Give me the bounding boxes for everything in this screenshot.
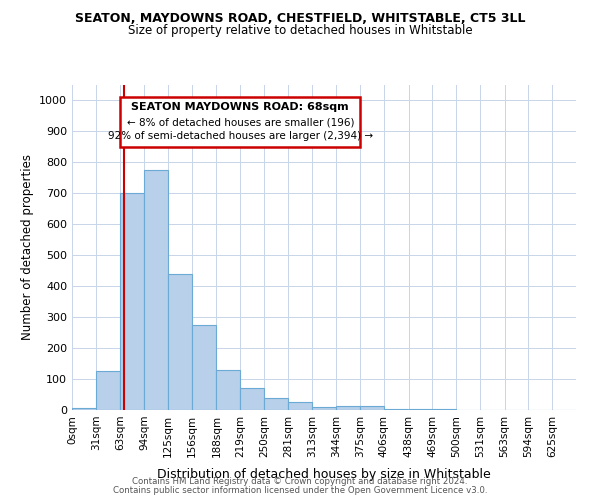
Text: ← 8% of detached houses are smaller (196): ← 8% of detached houses are smaller (196… bbox=[127, 117, 354, 127]
Bar bbox=[168, 274, 192, 410]
Bar bbox=[217, 370, 240, 410]
Bar bbox=[144, 170, 168, 410]
Text: 92% of semi-detached houses are larger (2,394) →: 92% of semi-detached houses are larger (… bbox=[107, 131, 373, 141]
Bar bbox=[121, 194, 144, 410]
Text: SEATON MAYDOWNS ROAD: 68sqm: SEATON MAYDOWNS ROAD: 68sqm bbox=[131, 102, 349, 113]
Bar bbox=[240, 388, 264, 410]
Bar bbox=[384, 409, 408, 410]
X-axis label: Distribution of detached houses by size in Whitstable: Distribution of detached houses by size … bbox=[157, 468, 491, 481]
Text: Size of property relative to detached houses in Whitstable: Size of property relative to detached ho… bbox=[128, 24, 472, 37]
Bar bbox=[192, 325, 215, 410]
Bar bbox=[121, 98, 360, 147]
Bar bbox=[288, 402, 312, 410]
Text: Contains public sector information licensed under the Open Government Licence v3: Contains public sector information licen… bbox=[113, 486, 487, 495]
Bar bbox=[72, 408, 96, 410]
Bar bbox=[264, 398, 288, 410]
Bar bbox=[433, 409, 456, 410]
Bar bbox=[313, 407, 336, 410]
Bar bbox=[96, 372, 119, 410]
Bar bbox=[360, 406, 384, 410]
Text: Contains HM Land Registry data © Crown copyright and database right 2024.: Contains HM Land Registry data © Crown c… bbox=[132, 477, 468, 486]
Y-axis label: Number of detached properties: Number of detached properties bbox=[20, 154, 34, 340]
Bar bbox=[336, 406, 360, 410]
Text: SEATON, MAYDOWNS ROAD, CHESTFIELD, WHITSTABLE, CT5 3LL: SEATON, MAYDOWNS ROAD, CHESTFIELD, WHITS… bbox=[75, 12, 525, 26]
